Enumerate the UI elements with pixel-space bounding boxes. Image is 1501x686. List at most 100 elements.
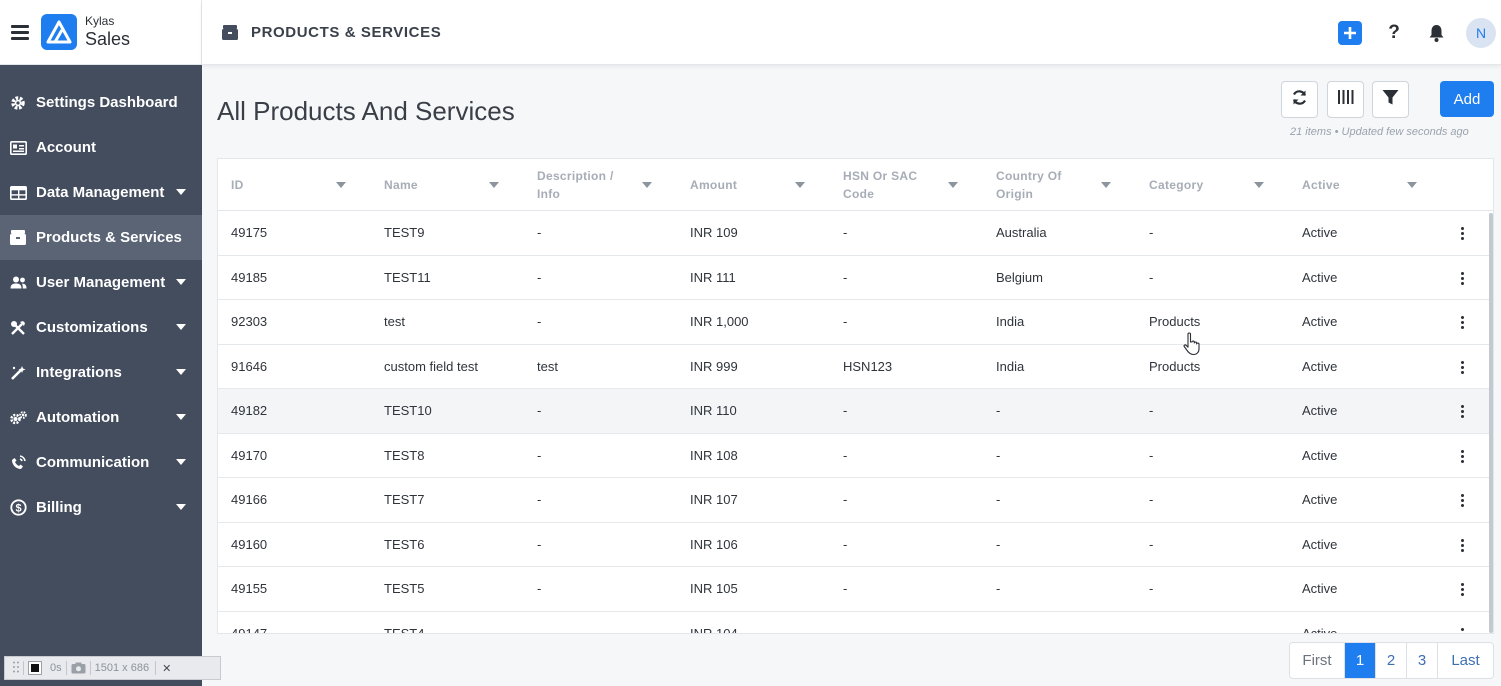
table-scrollbar[interactable] [1489,213,1493,633]
sidebar-item-settings-dashboard[interactable]: Settings Dashboard [0,80,202,125]
pagination-page-2[interactable]: 2 [1376,643,1407,678]
hamburger-menu-icon[interactable] [11,22,29,43]
table-cell: 49182 [231,403,268,419]
column-header[interactable]: Description / Info [524,159,677,210]
table-row[interactable]: 49182 TEST10 - INR 110 - - - Active [218,389,1493,434]
page-title: PRODUCTS & SERVICES [251,23,442,41]
divider [65,661,67,675]
bell-icon[interactable] [1428,24,1445,42]
table-row[interactable]: 49170 TEST8 - INR 108 - - - Active [218,434,1493,478]
filter-button[interactable] [1372,81,1409,118]
table-cell: 49175 [231,225,268,241]
table-cell[interactable]: TEST5 [384,581,425,597]
cogs-icon [9,409,27,427]
more-actions-icon[interactable] [1461,405,1465,420]
column-header-label: Name [384,177,418,192]
sort-dropdown-icon[interactable] [1254,182,1264,188]
sidebar-item-label: Account [36,139,96,156]
pagination-first[interactable]: First [1290,643,1345,678]
help-icon[interactable]: ? [1388,21,1400,43]
record-size: 1501 x 686 [94,662,150,674]
sort-dropdown-icon[interactable] [489,182,499,188]
sort-dropdown-icon[interactable] [336,182,346,188]
more-actions-icon[interactable] [1461,583,1465,598]
table-row[interactable]: 92303 test - INR 1,000 - India Products Active [218,300,1493,345]
sort-dropdown-icon[interactable] [1407,182,1417,188]
sort-dropdown-icon[interactable] [795,182,805,188]
sidebar-item-customizations[interactable]: Customizations [0,305,202,350]
table-cell: - [1149,492,1154,508]
column-header[interactable]: Amount [677,159,830,210]
divider [89,661,91,675]
more-actions-icon[interactable] [1461,627,1465,633]
quick-add-button[interactable] [1338,20,1362,45]
column-header[interactable]: Active [1289,159,1442,210]
items-meta: 21 items • Updated few seconds ago [1290,126,1469,138]
column-header[interactable]: Name [371,159,524,210]
table-cell: - [843,225,848,241]
more-actions-icon[interactable] [1461,449,1465,465]
stop-record-icon[interactable] [28,661,42,675]
table-row[interactable]: 49147 TEST4 - INR 104 - - - Active [218,612,1493,634]
pagination-last[interactable]: Last [1451,652,1480,669]
add-button[interactable]: Add [1440,81,1494,117]
close-icon[interactable]: ✕ [162,662,172,675]
avatar[interactable]: N [1466,17,1496,48]
table-cell[interactable]: TEST7 [384,492,425,508]
table-cell: 49147 [231,625,268,634]
refresh-button[interactable] [1281,81,1318,118]
table-cell: - [1149,447,1154,463]
column-header[interactable]: Country Of Origin [983,159,1136,210]
table-row[interactable]: 49185 TEST11 - INR 111 - Belgium - Active [218,256,1493,300]
more-actions-icon[interactable] [1461,227,1465,242]
table-cell[interactable]: TEST10 [384,403,432,419]
sidebar-item-data-management[interactable]: Data Management [0,170,202,215]
sidebar-item-automation[interactable]: Automation [0,395,202,440]
table-cell[interactable]: test [384,314,405,330]
sort-dropdown-icon[interactable] [948,182,958,188]
svg-text:$: $ [15,503,21,515]
table-cell[interactable]: TEST6 [384,536,425,552]
camera-icon[interactable] [71,662,86,674]
table-cell[interactable]: custom field test [384,358,478,374]
drag-handle-icon[interactable] [13,661,19,676]
sort-dropdown-icon[interactable] [642,182,652,188]
sidebar-item-communication[interactable]: Communication [0,440,202,485]
table-cell[interactable]: TEST11 [384,269,431,285]
table-cell: INR 107 [690,492,738,508]
table-cell: 49170 [231,447,268,463]
table-row[interactable]: 49175 TEST9 - INR 109 - Australia - Active [218,211,1493,256]
more-actions-icon[interactable] [1461,538,1465,554]
sidebar-item-user-management[interactable]: User Management [0,260,202,305]
pagination-page-1[interactable]: 1 [1345,643,1376,678]
sidebar-item-products-services[interactable]: Products & Services [0,215,202,260]
more-actions-icon[interactable] [1461,316,1465,331]
columns-button[interactable] [1327,81,1364,118]
table-cell: - [537,403,542,419]
column-header[interactable]: HSN Or SAC Code [830,159,983,210]
products-table: ID Name Description / Info Amount HSN Or SAC… [217,158,1494,634]
column-header-label: Description / Info [537,168,614,201]
table-cell[interactable]: TEST8 [384,447,425,463]
sidebar-item-integrations[interactable]: Integrations [0,350,202,395]
sidebar-item-account[interactable]: Account [0,125,202,170]
table-cell: - [996,536,1001,552]
table-row[interactable]: 49166 TEST7 - INR 107 - - - Active [218,478,1493,523]
column-header[interactable]: Category [1136,159,1289,210]
table-cell: test [537,358,558,374]
table-cell[interactable]: TEST9 [384,225,425,241]
table-row[interactable]: 49160 TEST6 - INR 106 - - - Active [218,523,1493,567]
sidebar-item-billing[interactable]: $ Billing [0,485,202,530]
table-row[interactable]: 49155 TEST5 - INR 105 - - - Active [218,567,1493,612]
table-cell[interactable]: TEST4 [384,625,425,634]
more-actions-icon[interactable] [1461,494,1465,509]
table-row[interactable]: 91646 custom field test test INR 999 HSN123 I… [218,345,1493,389]
pagination-page-3[interactable]: 3 [1407,643,1438,678]
column-header[interactable]: ID [218,159,371,210]
more-actions-icon[interactable] [1461,360,1465,376]
sort-dropdown-icon[interactable] [1101,182,1111,188]
users-icon [9,274,27,292]
sidebar-item-label: Data Management [36,184,165,201]
table-cell: - [1149,269,1154,285]
more-actions-icon[interactable] [1461,271,1465,287]
